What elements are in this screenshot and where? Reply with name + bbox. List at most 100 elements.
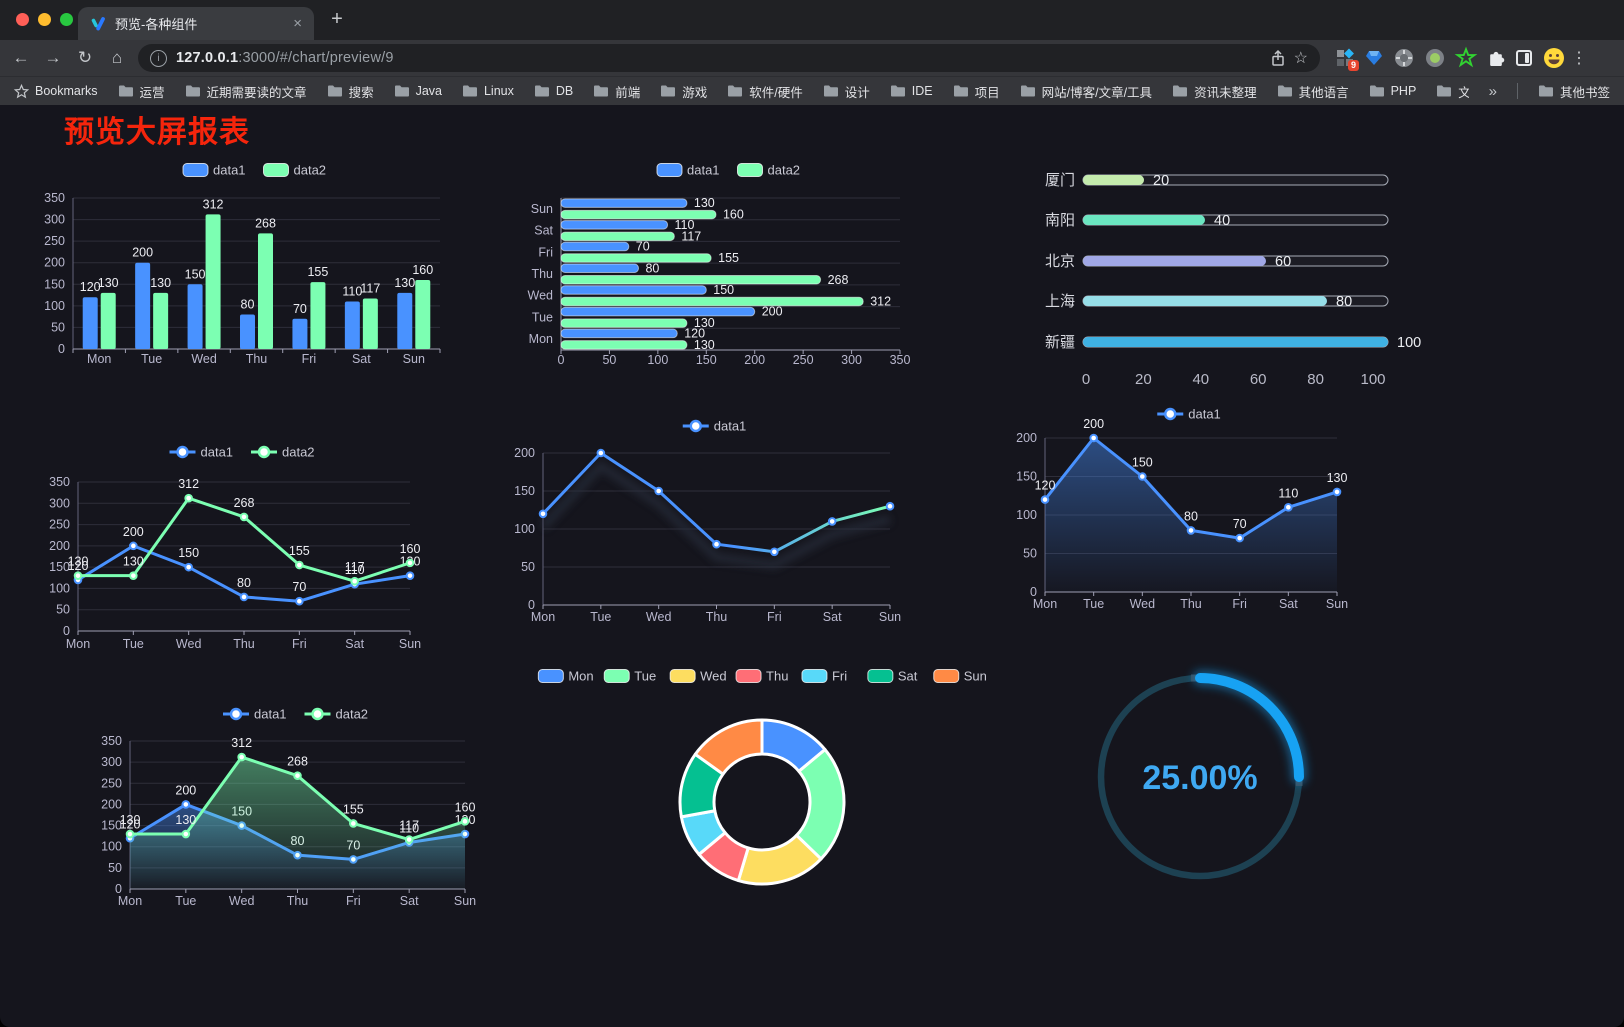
svg-text:北京: 北京 [1045,253,1075,270]
bookmark-folder-label: 设计 [844,85,870,100]
green-dot-extension-icon[interactable] [1425,48,1445,68]
bookmark-folder-label: 游戏 [682,85,708,100]
folder-icon [728,85,743,97]
wheel-extension-icon[interactable] [1394,48,1414,68]
legend-item-data1[interactable]: data1 [169,445,234,460]
line-series-data2: 130 130 312 268 155 117 160 [120,736,475,889]
svg-text:70: 70 [292,580,306,594]
extension-grid-icon[interactable]: 9 [1336,48,1359,71]
svg-text:50: 50 [521,560,535,574]
legend-item-data2[interactable]: data2 [304,707,369,722]
bookmark-folder[interactable]: DB [534,82,573,101]
bookmark-folder[interactable]: 资讯未整理 [1172,82,1257,101]
svg-text:130: 130 [694,196,715,210]
legend-item-data2[interactable]: data2 [263,163,327,178]
bookmark-folder[interactable]: 其他语言 [1277,82,1349,101]
bookmark-folder[interactable]: 游戏 [660,82,707,101]
svg-text:Sun: Sun [399,637,421,651]
svg-text:data1: data1 [213,163,246,178]
window-minimize-button[interactable] [38,13,51,26]
svg-text:120: 120 [120,817,141,831]
share-icon[interactable] [1271,49,1285,67]
bookmarks-menu[interactable]: Bookmarks [13,83,98,99]
svg-text:110: 110 [342,285,362,299]
folder-icon [1277,85,1292,97]
home-icon[interactable]: ⌂ [111,48,123,67]
svg-text:60: 60 [1250,371,1267,388]
bookmark-folder[interactable]: 软件/硬件 [727,82,803,101]
svg-text:150: 150 [1132,456,1153,470]
bookmark-folder[interactable]: PHP [1369,82,1416,101]
bookmark-folder[interactable]: Linux [462,82,514,101]
legend-item-data1[interactable]: data1 [1157,407,1221,422]
bars-data2: 160 117 155 268 312 130 130 [560,208,891,352]
green-star-extension-icon[interactable] [1454,46,1478,68]
legend-item-Wed[interactable]: Wed [669,669,727,684]
svg-text:data2: data2 [768,163,801,178]
svg-text:Mon: Mon [1033,597,1057,611]
other-bookmarks[interactable]: 其他书签 [1538,82,1610,101]
address-bar[interactable]: i 127.0.0.1:3000/#/chart/preview/9 ☆ [138,44,1320,72]
legend-item-data1[interactable]: data1 [682,419,747,434]
bookmark-folder[interactable]: 项目 [953,82,1000,101]
window-close-button[interactable] [16,13,29,26]
bookmark-folder[interactable]: 设计 [823,82,870,101]
svg-text:350: 350 [890,353,911,367]
forward-icon[interactable]: → [44,48,62,67]
svg-text:Fri: Fri [1232,597,1247,611]
bookmark-folder[interactable]: Java [394,82,442,101]
new-tab-button[interactable]: + [331,8,343,30]
browser-menu-icon[interactable]: ⋮ [1571,50,1587,67]
legend-item-data1[interactable]: data1 [223,707,287,722]
legend-item-Fri[interactable]: Fri [801,669,847,684]
svg-text:0: 0 [558,353,565,367]
svg-text:Sun: Sun [403,352,425,366]
pie-slice-Sun[interactable] [693,718,764,776]
legend-item-data1[interactable]: data1 [656,163,720,178]
chart-bar-vertical: 0 50 100 150 200 250 300 350 Mon Tue Wed Thu Fri Sat S… [44,163,441,366]
legend-item-data2[interactable]: data2 [737,163,801,178]
legend-item-data1[interactable]: data1 [182,163,246,178]
info-icon[interactable]: i [150,49,167,67]
svg-text:50: 50 [51,320,65,334]
page-content: 预览大屏报表 0 50 100 150 200 250 300 350 Mon Tue Wed Thu… [0,105,1624,1027]
bookmark-folder[interactable]: 文件服务器 [1436,82,1469,101]
chart-bar-horizontal: 0 50 100 150 200 250 300 350 Sun Sat Fri Thu Wed Tue M… [528,163,911,368]
bookmark-folder[interactable]: IDE [890,82,933,101]
svg-text:Mon: Mon [66,637,90,651]
legend-item-data2[interactable]: data2 [251,445,315,460]
svg-text:0: 0 [1082,371,1090,388]
bookmark-star-icon[interactable]: ☆ [1293,50,1308,67]
puzzle-extensions-icon[interactable] [1487,49,1505,67]
svg-text:117: 117 [399,819,419,833]
progress-row-厦门: 厦门 20 [1045,172,1389,189]
folder-icon [823,85,838,97]
svg-text:60: 60 [1275,254,1291,270]
bars-data2: 130 130 312 268 155 117 160 [98,197,433,349]
bookmark-folder[interactable]: 网站/博客/文章/工具 [1020,82,1152,101]
legend-item-Thu[interactable]: Thu [735,669,788,684]
bookmark-folder[interactable]: 近期需要读的文章 [185,82,307,101]
bookmark-folder[interactable]: 前端 [593,82,640,101]
side-panel-icon[interactable] [1516,50,1532,66]
window-zoom-button[interactable] [60,13,73,26]
legend-item-Sat[interactable]: Sat [867,669,918,684]
svg-text:data1: data1 [714,419,747,434]
legend-item-Tue[interactable]: Tue [603,669,656,684]
back-icon[interactable]: ← [12,48,30,67]
gem-extension-icon[interactable] [1365,50,1383,66]
tab-close-icon[interactable]: × [293,15,302,32]
svg-text:Fri: Fri [767,610,782,624]
legend-item-Mon[interactable]: Mon [537,669,594,684]
profile-avatar[interactable] [1543,47,1565,69]
browser-tab[interactable]: 预览-各种组件 × [78,7,314,40]
bookmark-folder[interactable]: 搜索 [327,82,374,101]
reload-icon[interactable]: ↻ [77,48,93,67]
svg-text:Fri: Fri [346,894,361,908]
url-text[interactable]: 127.0.0.1:3000/#/chart/preview/9 [176,50,1262,66]
svg-text:110: 110 [399,821,419,835]
legend-item-Sun[interactable]: Sun [933,669,987,684]
folder-icon [185,85,200,97]
bookmarks-overflow-chevron[interactable]: » [1488,82,1497,100]
bookmark-folder[interactable]: 运营 [118,82,165,101]
